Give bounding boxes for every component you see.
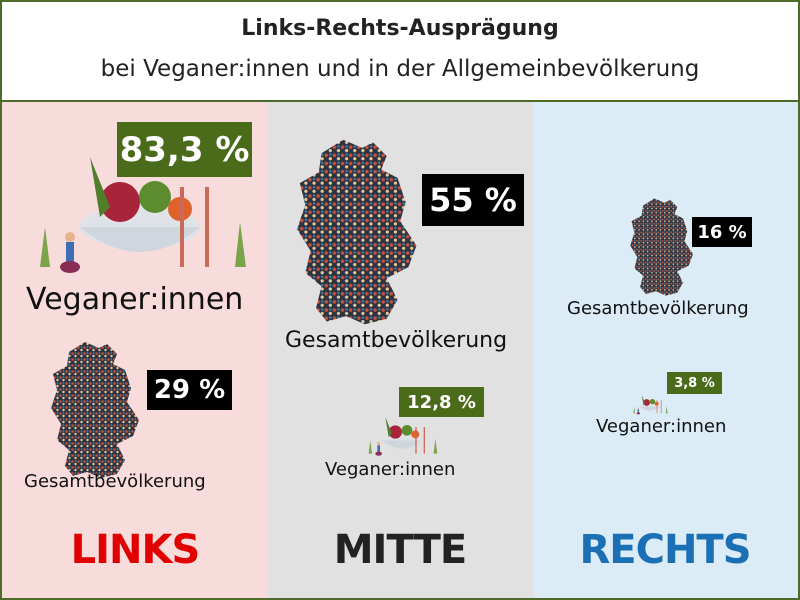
value-box: 16 % [692, 217, 752, 247]
item-label: Gesamtbevölkerung [24, 471, 206, 492]
value-box: 12,8 % [399, 387, 484, 417]
value-box: 83,3 % [117, 122, 252, 177]
column-rechts [534, 102, 798, 598]
title: Links-Rechts-Ausprägung [241, 16, 559, 41]
crowd-map [47, 340, 147, 480]
column-label: MITTE [333, 527, 468, 573]
value-box: 3,8 % [667, 372, 722, 394]
item-label: Veganer:innen [26, 282, 244, 317]
column-links [2, 102, 267, 598]
subtitle: bei Veganer:innen und in der Allgemeinbe… [100, 56, 700, 82]
item-label: Gesamtbevölkerung [285, 328, 508, 353]
item-label: Gesamtbevölkerung [567, 298, 749, 319]
item-label: Veganer:innen [325, 459, 456, 480]
value-box: 55 % [422, 174, 524, 226]
value-box: 29 % [147, 370, 232, 410]
crowd-map [627, 197, 699, 297]
divider [2, 100, 798, 102]
item-label: Veganer:innen [596, 416, 727, 437]
column-label: LINKS [70, 527, 201, 573]
column-label: RECHTS [579, 527, 751, 573]
crowd-map [287, 137, 432, 327]
veggie-illustration [630, 390, 670, 415]
